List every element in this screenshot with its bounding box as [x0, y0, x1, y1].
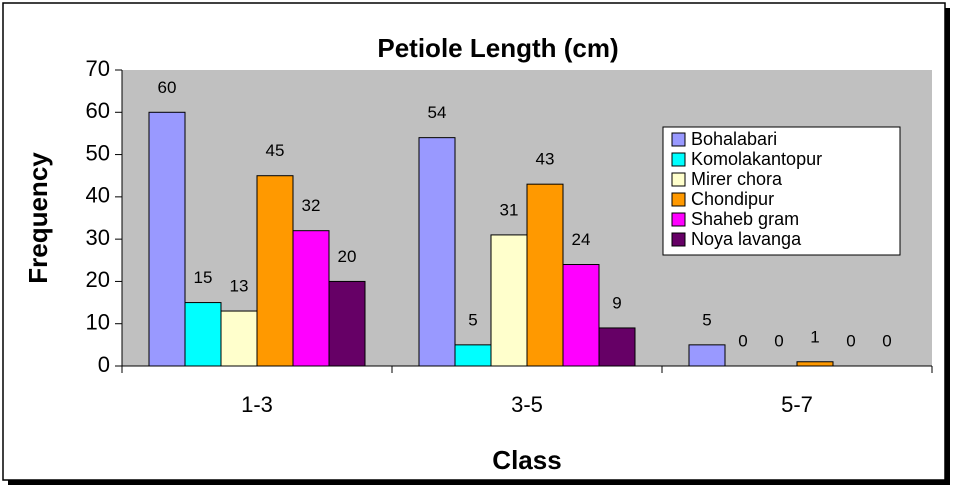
bar — [418, 137, 456, 367]
value-label: 1 — [810, 327, 819, 346]
bar — [454, 344, 492, 367]
value-label: 20 — [338, 247, 357, 266]
bar — [490, 234, 528, 367]
y-axis-title: Frequency — [23, 152, 53, 284]
bar — [184, 302, 222, 367]
x-tick-label: 1-3 — [241, 392, 273, 417]
bar — [148, 111, 186, 367]
y-tick-label: 60 — [86, 98, 110, 123]
value-label: 9 — [612, 293, 621, 312]
value-label: 32 — [302, 196, 321, 215]
value-label: 0 — [882, 331, 891, 350]
y-tick-label: 30 — [86, 225, 110, 250]
legend-swatch — [671, 152, 686, 167]
bar — [220, 310, 258, 367]
value-label: 0 — [774, 331, 783, 350]
legend-label: Komolakantopur — [691, 149, 822, 169]
y-tick-label: 20 — [86, 267, 110, 292]
chart-title: Petiole Length (cm) — [377, 33, 618, 63]
legend-swatch — [671, 192, 686, 207]
value-label: 0 — [846, 331, 855, 350]
bar — [526, 183, 564, 367]
bar — [796, 361, 834, 367]
value-label: 15 — [194, 268, 213, 287]
x-tick-label: 5-7 — [781, 392, 813, 417]
y-tick-label: 70 — [86, 56, 110, 81]
value-label: 54 — [428, 103, 447, 122]
y-tick-label: 40 — [86, 183, 110, 208]
value-label: 0 — [738, 331, 747, 350]
legend-label: Bohalabari — [691, 129, 777, 149]
bar — [688, 344, 726, 367]
x-tick-label: 3-5 — [511, 392, 543, 417]
value-label: 43 — [536, 150, 555, 169]
value-label: 60 — [158, 78, 177, 97]
bar — [256, 175, 294, 367]
legend-label: Noya lavanga — [691, 229, 802, 249]
value-label: 5 — [468, 310, 477, 329]
legend-swatch — [671, 232, 686, 247]
value-label: 24 — [572, 230, 591, 249]
legend-label: Mirer chora — [691, 169, 783, 189]
legend-swatch — [671, 212, 686, 227]
legend-label: Chondipur — [691, 189, 774, 209]
bar — [292, 230, 330, 367]
bar — [598, 327, 636, 367]
legend-box — [662, 126, 901, 256]
bar — [562, 264, 600, 367]
bar — [328, 280, 366, 367]
x-axis-title: Class — [492, 445, 561, 475]
legend-swatch — [671, 172, 686, 187]
legend-label: Shaheb gram — [691, 209, 799, 229]
value-label: 5 — [702, 310, 711, 329]
y-tick-label: 0 — [98, 352, 110, 377]
y-tick-label: 50 — [86, 140, 110, 165]
legend-swatch — [671, 132, 686, 147]
value-label: 13 — [230, 277, 249, 296]
value-label: 45 — [266, 141, 285, 160]
y-tick-label: 10 — [86, 310, 110, 335]
value-label: 31 — [500, 200, 519, 219]
